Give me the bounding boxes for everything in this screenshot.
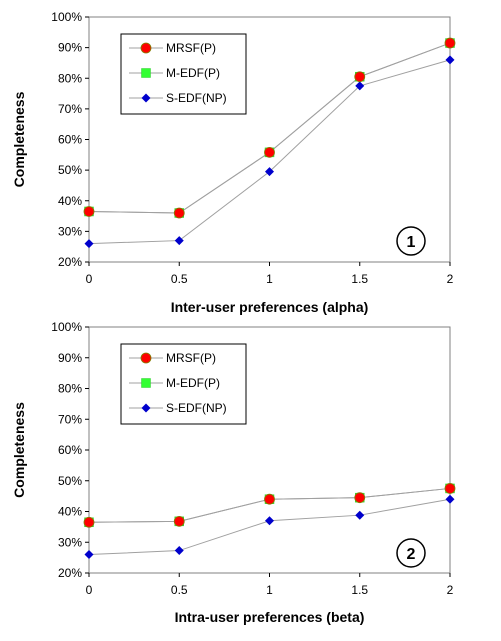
x-axis-title: Inter-user preferences (alpha) — [171, 299, 369, 315]
y-tick-label: 80% — [58, 382, 82, 396]
x-tick-label: 1.5 — [351, 583, 368, 597]
x-tick-label: 0 — [86, 272, 93, 286]
legend-marker-M-EDF(P) — [141, 378, 151, 388]
y-tick-label: 70% — [58, 412, 82, 426]
data-point-MRSF(P) — [173, 207, 185, 219]
data-point-MRSF(P) — [354, 492, 366, 504]
x-tick-label: 1.5 — [351, 272, 368, 286]
x-tick-label: 2 — [447, 272, 454, 286]
legend-label: MRSF(P) — [166, 351, 216, 365]
data-point-MRSF(P) — [83, 206, 95, 217]
y-axis-title: Completeness — [11, 402, 27, 498]
y-tick-label: 90% — [58, 351, 82, 365]
data-point-MRSF(P) — [83, 516, 95, 528]
y-tick-label: 80% — [58, 71, 82, 85]
legend-marker-MRSF(P) — [140, 42, 152, 54]
legend-label: S-EDF(NP) — [166, 91, 227, 105]
y-tick-label: 50% — [58, 163, 82, 177]
data-point-MRSF(P) — [264, 493, 275, 505]
x-tick-label: 1 — [266, 583, 273, 597]
x-tick-label: 0.5 — [171, 583, 188, 597]
panel-badge-label: 1 — [407, 234, 416, 251]
data-point-S-EDF(NP) — [355, 81, 365, 91]
legend-label: S-EDF(NP) — [166, 401, 227, 415]
data-point-S-EDF(NP) — [445, 55, 455, 65]
legend: MRSF(P) M-EDF(P) S-EDF(NP) — [120, 343, 247, 425]
legend-marker-MRSF(P) — [140, 352, 152, 364]
legend-marker-M-EDF(P) — [141, 68, 151, 78]
data-point-S-EDF(NP) — [355, 510, 365, 520]
y-tick-label: 50% — [58, 474, 82, 488]
data-point-S-EDF(NP) — [445, 494, 455, 504]
legend-marker-S-EDF(NP) — [141, 403, 151, 413]
y-tick-label: 100% — [51, 320, 82, 334]
legend-label: MRSF(P) — [166, 41, 216, 55]
x-tick-label: 0.5 — [171, 272, 188, 286]
chart-panel-1: 20% 30% 40% 50% 60% 70% 80% 90% 100% 0 0.5 1 1.5 2 Int… — [11, 10, 456, 315]
x-tick-label: 0 — [86, 583, 93, 597]
data-point-MRSF(P) — [173, 515, 185, 527]
x-tick-label: 1 — [266, 272, 273, 286]
legend-label: M-EDF(P) — [166, 376, 220, 390]
panel-badge — [396, 538, 426, 568]
y-tick-label: 20% — [58, 255, 82, 269]
data-point-MRSF(P) — [354, 71, 366, 83]
data-point-S-EDF(NP) — [84, 239, 94, 249]
y-tick-label: 60% — [58, 443, 82, 457]
data-point-S-EDF(NP) — [84, 550, 94, 560]
y-tick-label: 30% — [58, 224, 82, 238]
panel-badge-label: 2 — [407, 546, 416, 563]
y-tick-label: 100% — [51, 10, 82, 24]
y-tick-label: 70% — [58, 102, 82, 116]
x-tick-label: 2 — [447, 583, 454, 597]
x-axis-title: Intra-user preferences (beta) — [175, 609, 365, 625]
data-point-MRSF(P) — [444, 483, 456, 494]
y-axis-title: Completeness — [11, 91, 27, 187]
data-point-S-EDF(NP) — [265, 167, 274, 177]
legend-marker-S-EDF(NP) — [141, 93, 151, 103]
legend: MRSF(P) M-EDF(P) S-EDF(NP) — [120, 33, 247, 115]
data-point-MRSF(P) — [264, 146, 275, 158]
data-point-S-EDF(NP) — [174, 236, 184, 246]
y-tick-label: 40% — [58, 505, 82, 519]
panel-badge — [396, 226, 426, 256]
y-tick-label: 30% — [58, 535, 82, 549]
y-tick-label: 60% — [58, 133, 82, 147]
data-point-MRSF(P) — [444, 37, 456, 49]
data-point-S-EDF(NP) — [265, 516, 274, 526]
data-point-S-EDF(NP) — [174, 546, 184, 556]
chart-panel-2: 20% 30% 40% 50% 60% 70% 80% 90% 100% 0 0.5 1 1.5 2 Int… — [11, 320, 456, 625]
legend-label: M-EDF(P) — [166, 66, 220, 80]
y-tick-label: 40% — [58, 194, 82, 208]
y-tick-label: 90% — [58, 41, 82, 55]
y-tick-label: 20% — [58, 566, 82, 580]
